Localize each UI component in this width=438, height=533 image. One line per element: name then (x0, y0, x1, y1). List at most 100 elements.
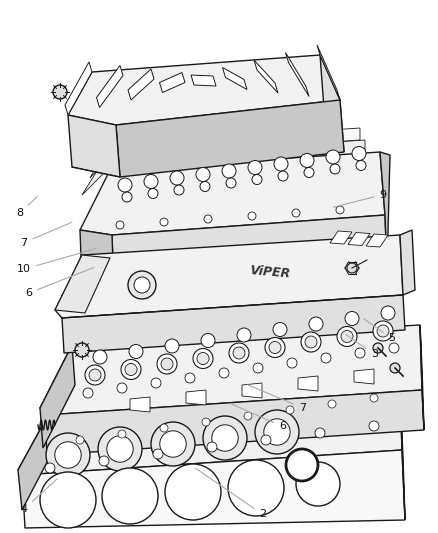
Circle shape (273, 322, 287, 336)
Circle shape (356, 160, 366, 171)
Text: 8: 8 (16, 197, 37, 218)
Polygon shape (223, 68, 247, 90)
Circle shape (76, 436, 84, 444)
Polygon shape (62, 295, 405, 353)
Circle shape (286, 406, 294, 414)
Polygon shape (298, 376, 318, 391)
Circle shape (153, 449, 163, 459)
Polygon shape (68, 55, 340, 125)
Circle shape (202, 418, 210, 426)
Circle shape (185, 373, 195, 383)
Circle shape (278, 171, 288, 181)
Circle shape (165, 464, 221, 520)
Circle shape (390, 363, 400, 373)
Polygon shape (40, 325, 422, 415)
Circle shape (45, 463, 55, 473)
Polygon shape (90, 128, 360, 178)
Circle shape (233, 347, 245, 359)
Circle shape (200, 182, 210, 191)
Text: 5: 5 (364, 319, 396, 343)
Polygon shape (420, 325, 424, 430)
Circle shape (160, 424, 168, 432)
Circle shape (347, 263, 357, 273)
Circle shape (201, 334, 215, 348)
Polygon shape (40, 345, 75, 448)
Polygon shape (22, 450, 405, 528)
Polygon shape (18, 408, 56, 510)
Circle shape (196, 167, 210, 182)
Circle shape (85, 365, 105, 385)
Polygon shape (80, 230, 114, 290)
Polygon shape (65, 62, 92, 115)
Circle shape (287, 358, 297, 368)
Circle shape (370, 394, 378, 402)
Circle shape (304, 167, 314, 177)
Text: 7: 7 (21, 222, 72, 247)
Circle shape (128, 271, 156, 299)
Polygon shape (82, 140, 365, 195)
Polygon shape (128, 69, 154, 100)
Polygon shape (400, 388, 405, 520)
Text: 2: 2 (195, 468, 266, 519)
Text: 10: 10 (17, 248, 96, 274)
Circle shape (336, 206, 344, 214)
Circle shape (315, 428, 325, 438)
Polygon shape (400, 230, 415, 295)
Circle shape (83, 388, 93, 398)
Text: 3: 3 (346, 335, 378, 359)
Polygon shape (130, 397, 150, 412)
Text: 7: 7 (248, 385, 306, 413)
Circle shape (300, 154, 314, 167)
Circle shape (237, 328, 251, 342)
Text: ViPER: ViPER (249, 264, 291, 280)
Circle shape (261, 435, 271, 445)
Polygon shape (366, 234, 388, 247)
Circle shape (341, 330, 353, 343)
Polygon shape (317, 45, 340, 100)
Circle shape (330, 164, 340, 174)
Circle shape (160, 431, 186, 457)
Circle shape (248, 160, 262, 174)
Circle shape (389, 343, 399, 353)
Circle shape (151, 378, 161, 388)
Polygon shape (380, 152, 390, 270)
Circle shape (345, 311, 359, 326)
Circle shape (292, 209, 300, 217)
Circle shape (226, 178, 236, 188)
Circle shape (197, 352, 209, 365)
Circle shape (118, 178, 132, 192)
Circle shape (121, 359, 141, 379)
Polygon shape (242, 383, 262, 398)
Circle shape (122, 192, 132, 202)
Circle shape (193, 349, 213, 368)
Circle shape (377, 325, 389, 337)
Circle shape (269, 342, 281, 353)
Polygon shape (348, 232, 370, 246)
Circle shape (321, 353, 331, 363)
Text: 4: 4 (21, 479, 57, 514)
Polygon shape (80, 152, 385, 235)
Circle shape (93, 350, 107, 364)
Circle shape (286, 449, 318, 481)
Polygon shape (45, 390, 424, 455)
Circle shape (228, 460, 284, 516)
Circle shape (309, 317, 323, 331)
Polygon shape (254, 60, 278, 93)
Circle shape (274, 157, 288, 171)
Circle shape (161, 358, 173, 370)
Circle shape (55, 442, 81, 468)
Polygon shape (55, 255, 110, 313)
Circle shape (40, 472, 96, 528)
Polygon shape (18, 388, 402, 475)
Circle shape (253, 363, 263, 373)
Circle shape (89, 369, 101, 381)
Circle shape (248, 212, 256, 220)
Circle shape (160, 218, 168, 226)
Circle shape (381, 306, 395, 320)
Circle shape (301, 332, 321, 352)
Circle shape (337, 327, 357, 346)
Circle shape (305, 336, 317, 348)
Circle shape (46, 433, 90, 477)
Circle shape (170, 171, 184, 185)
Circle shape (352, 147, 366, 160)
